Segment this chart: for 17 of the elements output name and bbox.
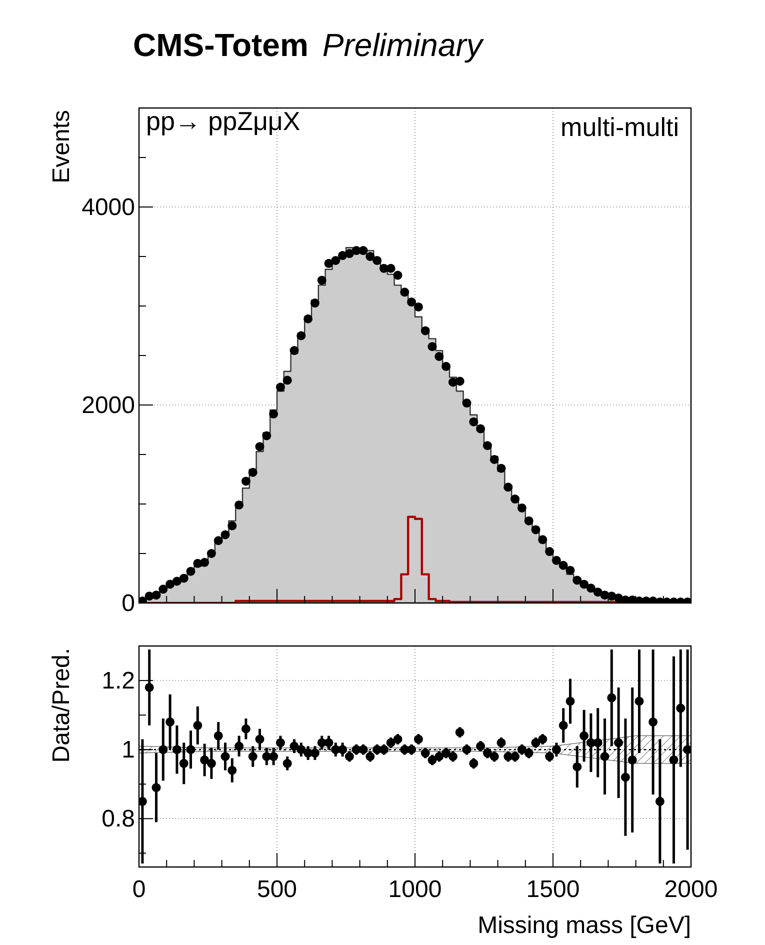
y-axis-title: Events [48,110,75,184]
y-tick-label: 2000 [82,392,135,419]
x-axis-title: Missing mass [GeV] [478,912,691,939]
y-tick-label: 1.2 [102,668,135,695]
y-tick-label: 1 [122,736,135,764]
chart-title: CMS-Totem [133,27,308,63]
annotation: pp→ ppZμμX [146,106,300,136]
chart-subtitle: Preliminary [322,27,484,63]
x-tick-label: 2000 [664,876,718,903]
y-axis-title: Data/Pred. [48,648,75,763]
x-tick-label: 1000 [388,876,442,903]
y-tick-label: 0 [122,590,135,617]
y-tick-label: 0.8 [102,806,135,833]
annotation: multi-multi [560,112,679,142]
y-tick-label: 4000 [82,194,135,221]
x-tick-label: 1500 [526,876,580,903]
x-tick-label: 500 [256,876,298,903]
